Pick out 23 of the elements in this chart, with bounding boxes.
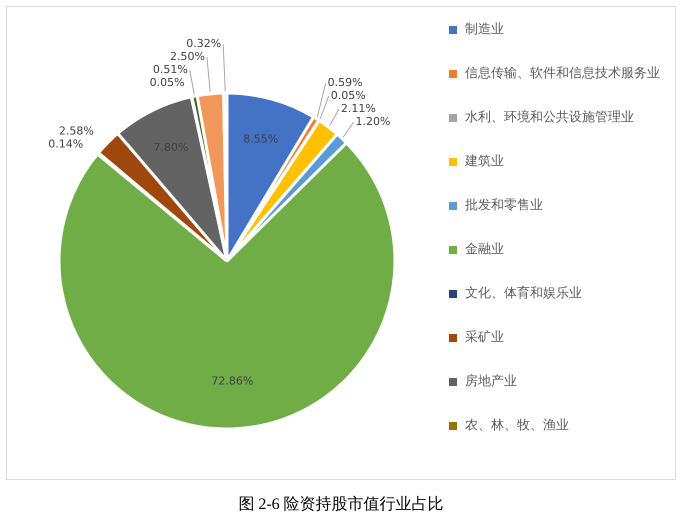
legend-label: 制造业: [465, 21, 504, 38]
data-label: 0.51%: [152, 62, 188, 76]
legend-label: 文化、体育和娱乐业: [465, 285, 582, 302]
data-label: 2.50%: [170, 50, 205, 63]
text: 图 2-6 险资持股市值行业占比: [237, 494, 445, 515]
legend-label: 农、林、牧、渔业: [465, 417, 569, 434]
data-label: 2.58%: [58, 124, 94, 138]
data-label: 0.32%: [186, 36, 222, 50]
data-label: 72.86%: [211, 374, 254, 388]
legend-label: 信息传输、软件和信息技术服务业: [465, 65, 660, 82]
data-label: 0.05%: [150, 76, 185, 89]
legend-label: 采矿业: [465, 329, 504, 346]
legend-label: 建筑业: [465, 153, 504, 170]
legend-label: 水利、环境和公共设施管理业: [465, 109, 634, 126]
data-label: 1.20%: [355, 115, 390, 128]
data-label: 0.59%: [328, 76, 363, 90]
data-label: 8.55%: [243, 132, 278, 146]
data-label: 2.11%: [340, 102, 376, 116]
data-label: 0.05%: [330, 89, 366, 102]
legend-label: 批发和零售业: [465, 197, 543, 214]
data-label: 0.14%: [48, 137, 84, 150]
legend-label: 金融业: [465, 241, 504, 258]
legend-label: 房地产业: [465, 373, 517, 390]
